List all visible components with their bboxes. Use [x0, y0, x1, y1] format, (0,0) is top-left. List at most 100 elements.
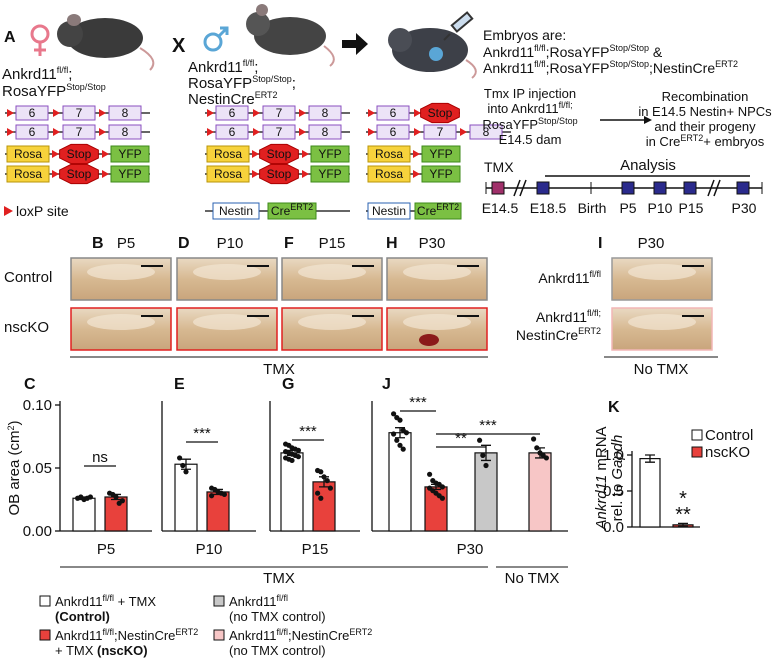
yfp [110, 165, 150, 183]
x-label: P5 [97, 541, 115, 558]
data-point [439, 495, 445, 501]
rosa-label: Rosa [214, 147, 242, 161]
exon-label: 7 [437, 125, 444, 139]
yfp-label: YFP [318, 167, 341, 181]
loxp [252, 170, 259, 178]
rosa-label: Rosa [214, 167, 242, 181]
ob-highlight [298, 264, 366, 280]
timepoint: E14.5 [482, 200, 519, 216]
exon-label: 6 [29, 125, 36, 139]
legend-swatch [39, 629, 51, 641]
data-point [327, 485, 333, 491]
bar [280, 452, 304, 532]
data-point [318, 469, 324, 475]
loxp [207, 128, 214, 136]
data-point [403, 430, 409, 436]
panel-letter: G [282, 376, 294, 393]
panel-letter: B [92, 235, 104, 252]
text: Recombination [662, 89, 749, 104]
exon-label: 8 [122, 125, 129, 139]
exon-label: 6 [29, 106, 36, 120]
legend: Ankrd11fl/fl + TMX (Control) Ankrd11fl/f… [39, 593, 372, 658]
male-genotype: RosaYFPStop/Stop; [188, 74, 296, 92]
timeline: TMX Analysis E14.5 E18.5 Birth P5 P10 P1… [482, 157, 763, 216]
timeline-analysis: Analysis [620, 157, 676, 174]
significance: ** [455, 430, 467, 447]
yfp [110, 145, 150, 163]
data-point [439, 484, 445, 490]
loxp [7, 109, 14, 117]
loxp [368, 109, 375, 117]
ob-highlight [87, 314, 155, 330]
exon-label: 6 [229, 125, 236, 139]
yfp [310, 165, 350, 183]
data-point [391, 431, 397, 437]
lesion [419, 334, 439, 346]
loxp [52, 150, 59, 158]
data-point [183, 469, 189, 475]
significance: *** [479, 417, 497, 434]
y-label: Ankrd11 mRNA [593, 426, 610, 530]
stop-label: Stop [67, 167, 92, 181]
y-tick-label: 0.10 [23, 397, 52, 414]
data-point [315, 490, 321, 496]
error-bar [481, 444, 491, 462]
data-point [531, 436, 537, 442]
panel-letter: F [284, 235, 294, 252]
tmx-injection: Tmx IP injection into Ankrd11fl/fl; Rosa… [482, 86, 577, 147]
rosa [206, 145, 250, 163]
rosa [367, 165, 411, 183]
ob-highlight [628, 264, 696, 280]
panel-letter: H [386, 235, 398, 252]
exon-label: 6 [390, 106, 397, 120]
row-label: Control [4, 269, 52, 286]
y-tick-label: 1.0 [603, 447, 624, 464]
data-point [177, 455, 183, 461]
stop-label: Stop [428, 106, 453, 120]
loxp [207, 109, 214, 117]
legend-text: Control [705, 427, 753, 444]
nestin [212, 202, 260, 220]
stop-cassette [259, 163, 299, 185]
legend-text: (no TMX control) [229, 609, 326, 624]
stop-cassette [59, 143, 99, 165]
y-tick-label: 0.05 [23, 460, 52, 477]
loxp-icon [4, 206, 13, 216]
loxp [413, 170, 420, 178]
yfp [421, 145, 461, 163]
timepoint: E18.5 [530, 200, 567, 216]
exon [469, 124, 503, 140]
loxp [414, 109, 421, 117]
loxp [302, 170, 309, 178]
ob-highlight [193, 314, 261, 330]
y-tick-label: 0.0 [603, 519, 624, 536]
legend-swatch [213, 595, 225, 607]
column-header: P30 [419, 235, 446, 252]
legend-swatch [213, 629, 225, 641]
data-point [324, 478, 330, 484]
image-headers: P5 P10 P15 P30 P30 [117, 235, 665, 252]
yfp-label: YFP [429, 147, 452, 161]
exon-label: 6 [229, 106, 236, 120]
male-symbol [203, 26, 229, 52]
row-label: NestinCreERT2 [516, 326, 601, 343]
yfp-label: YFP [118, 147, 141, 161]
cross-symbol: X [172, 35, 186, 57]
bar [528, 452, 552, 532]
exon [308, 124, 342, 140]
y-tick-label: 0.5 [603, 483, 624, 500]
legend-text: Ankrd11fl/fl [229, 593, 288, 609]
row-label: nscKO [4, 319, 49, 336]
timepoint: P30 [732, 200, 757, 216]
rosa-label: Rosa [375, 167, 403, 181]
exon [308, 105, 342, 121]
yfp-label: YFP [118, 167, 141, 181]
mouse [57, 14, 155, 71]
loxp [252, 150, 259, 158]
nestin-label: Nestin [219, 204, 253, 218]
ob-highlight [298, 314, 366, 330]
stop-cassette [420, 102, 460, 124]
female-genotype: RosaYFPStop/Stop [2, 82, 106, 100]
legend-text: nscKO [705, 444, 750, 461]
